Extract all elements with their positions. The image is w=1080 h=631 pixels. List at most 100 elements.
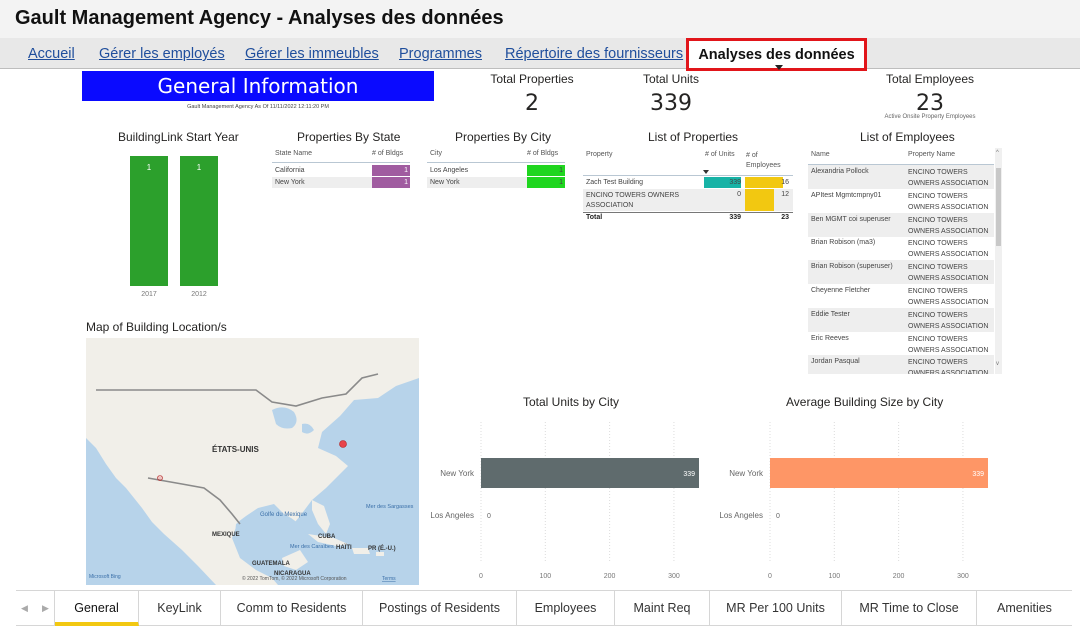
general-info-banner: General Information bbox=[82, 71, 434, 101]
property-name: Zach Test Building bbox=[586, 179, 644, 186]
employee-property: ENCINO TOWERS OWNERS ASSOCIATION bbox=[908, 264, 989, 283]
map-terms-link[interactable]: Terms bbox=[382, 576, 396, 582]
employees-scrollbar[interactable]: ^ v bbox=[995, 148, 1002, 374]
map-label-guatemala: GUATEMALA bbox=[252, 561, 291, 567]
avg-size-tick-label: 100 bbox=[828, 573, 840, 580]
tab-employees[interactable]: Employees bbox=[517, 591, 615, 626]
employee-property: ENCINO TOWERS OWNERS ASSOCIATION bbox=[908, 216, 989, 235]
units-by-city-chart: 0 100 200 300 New York 339 Los Angeles 0 bbox=[430, 422, 699, 580]
by-city-row-value: 1 bbox=[559, 179, 563, 186]
table-row[interactable]: ENCINO TOWERS OWNERS ASSOCIATION 0 12 bbox=[583, 189, 793, 211]
units-by-city-category-label: New York bbox=[440, 469, 475, 478]
map-label-usa: ÉTATS-UNIS bbox=[212, 445, 259, 454]
building-map[interactable]: ÉTATS-UNIS Golfe du Mexique MEXIQUE CUBA… bbox=[86, 338, 419, 585]
property-employees-bar bbox=[745, 177, 783, 188]
kpi-total-units-value: 339 bbox=[650, 91, 692, 116]
table-row[interactable]: Jordan Pasqual ENCINO TOWERS OWNERS ASSOC… bbox=[808, 355, 994, 374]
units-by-city-tick-label: 0 bbox=[479, 573, 483, 580]
by-state-title: Properties By State bbox=[297, 130, 401, 144]
employee-property: ENCINO TOWERS OWNERS ASSOCIATION bbox=[908, 335, 989, 354]
nav-accueil[interactable]: Accueil bbox=[28, 46, 75, 62]
table-row[interactable]: Eric Reeves ENCINO TOWERS OWNERS ASSOCIAT… bbox=[808, 332, 994, 356]
start-year-title: BuildingLink Start Year bbox=[118, 130, 239, 144]
tab-postings-of-residents[interactable]: Postings of Residents bbox=[363, 591, 517, 626]
table-row[interactable]: Cheyenne Fletcher ENCINO TOWERS OWNERS AS… bbox=[808, 284, 994, 308]
avg-size-category-label: New York bbox=[729, 469, 764, 478]
map-marker-new-york[interactable] bbox=[339, 440, 347, 448]
tab-prev-icon[interactable]: ◀ bbox=[21, 603, 28, 613]
tab-general[interactable]: General bbox=[55, 591, 139, 626]
kpi-total-employees-value: 23 bbox=[916, 91, 944, 116]
tab-next-icon[interactable]: ▶ bbox=[42, 603, 49, 613]
employees-table: Name Property Name Alexandria Pollock ENC… bbox=[808, 148, 1002, 374]
employee-name: Brian Robison (ma3) bbox=[811, 239, 876, 247]
avg-size-by-city-chart: 0 100 200 300 New York 339 Los Angeles 0 bbox=[719, 422, 988, 580]
avg-size-tick-label: 200 bbox=[893, 573, 905, 580]
kpi-total-employees-sub: Active Onsite Property Employees bbox=[884, 114, 976, 120]
nav-bar: Accueil Gérer les employés Gérer les imm… bbox=[0, 38, 1080, 71]
by-state-row-value: 1 bbox=[404, 179, 408, 186]
by-city-bar bbox=[527, 165, 565, 176]
units-by-city-bar[interactable] bbox=[481, 458, 699, 488]
scroll-up-icon[interactable]: ^ bbox=[996, 150, 999, 156]
table-row[interactable]: New York 1 bbox=[427, 177, 565, 188]
total-label: Total bbox=[586, 214, 603, 221]
start-year-tick-label: 2017 bbox=[141, 291, 157, 298]
tab-mr-per-100-units[interactable]: MR Per 100 Units bbox=[710, 591, 842, 626]
kpi-total-units-label: Total Units bbox=[642, 72, 700, 86]
tab-maint-req[interactable]: Maint Req bbox=[615, 591, 710, 626]
nav-analyses-label: Analyses des données bbox=[698, 47, 855, 63]
scroll-thumb[interactable] bbox=[996, 168, 1001, 246]
start-year-bar[interactable] bbox=[180, 156, 218, 286]
property-units: 0 bbox=[737, 191, 741, 198]
property-employees-bar bbox=[745, 189, 774, 211]
employee-name: Ben MGMT coi superuser bbox=[811, 215, 891, 223]
nav-analyses-active[interactable]: Analyses des données bbox=[686, 38, 867, 71]
property-name: ENCINO TOWERS OWNERS ASSOCIATION bbox=[586, 192, 680, 209]
avg-size-category-label: Los Angeles bbox=[719, 511, 763, 520]
table-row[interactable]: Brian Robison (superuser) ENCINO TOWERS O… bbox=[808, 260, 994, 285]
nav-immeubles[interactable]: Gérer les immeubles bbox=[245, 46, 379, 62]
sort-down-icon[interactable] bbox=[703, 170, 709, 174]
employee-property: ENCINO TOWERS OWNERS ASSOCIATION bbox=[908, 240, 989, 259]
property-employees: 16 bbox=[781, 179, 789, 186]
tab-mr-time-to-close[interactable]: MR Time to Close bbox=[842, 591, 977, 626]
table-row[interactable]: Alexandria Pollock ENCINO TOWERS OWNERS A… bbox=[808, 165, 994, 189]
table-row[interactable]: Ben MGMT coi superuser ENCINO TOWERS OWNE… bbox=[808, 212, 994, 237]
table-row[interactable]: Eddie Tester ENCINO TOWERS OWNERS ASSOCIA… bbox=[808, 307, 994, 332]
start-year-data-label: 1 bbox=[197, 163, 202, 172]
properties-header-employees: # of Employees bbox=[746, 152, 781, 169]
by-city-table: City # of Bldgs Los Angeles 1 New York 1 bbox=[427, 148, 567, 194]
employee-property: ENCINO TOWERS OWNERS ASSOCIATION bbox=[908, 311, 989, 330]
map-label-gulf: Golfe du Mexique bbox=[260, 512, 308, 518]
avg-size-bar[interactable] bbox=[770, 458, 988, 488]
by-city-header-count: # of Bldgs bbox=[527, 150, 559, 157]
tab-keylink[interactable]: KeyLink bbox=[139, 591, 221, 626]
tab-amenities[interactable]: Amenities bbox=[997, 601, 1052, 615]
nav-programmes[interactable]: Programmes bbox=[399, 46, 482, 62]
properties-table: Property # of Units # of Employees Zach … bbox=[583, 148, 793, 228]
scroll-down-icon[interactable]: v bbox=[996, 361, 999, 367]
table-row[interactable]: Zach Test Building 339 16 bbox=[583, 177, 793, 188]
map-marker-los-angeles[interactable] bbox=[157, 475, 163, 481]
start-year-tick-label: 2012 bbox=[191, 291, 207, 298]
tab-comm-to-residents[interactable]: Comm to Residents bbox=[221, 591, 363, 626]
table-row[interactable]: Brian Robison (ma3) ENCINO TOWERS OWNERS … bbox=[808, 236, 994, 260]
by-city-title: Properties By City bbox=[455, 130, 552, 144]
employee-property: ENCINO TOWERS OWNERS ASSOCIATION bbox=[908, 169, 989, 187]
employee-property: ENCINO TOWERS OWNERS ASSOCIATION bbox=[908, 359, 989, 374]
nav-fournisseurs[interactable]: Répertoire des fournisseurs bbox=[505, 46, 684, 62]
by-state-header-name: State Name bbox=[275, 150, 312, 157]
table-row[interactable]: Los Angeles 1 bbox=[427, 165, 565, 176]
employee-name: Alexandria Pollock bbox=[811, 168, 869, 175]
table-row[interactable]: California 1 bbox=[272, 165, 410, 176]
nav-employes[interactable]: Gérer les employés bbox=[99, 46, 225, 62]
table-row[interactable]: APItest Mgmtcmpny01 ENCINO TOWERS OWNERS … bbox=[808, 189, 994, 213]
units-by-city-tick-label: 100 bbox=[539, 573, 551, 580]
start-year-bar[interactable] bbox=[130, 156, 168, 286]
start-year-chart: 1 2017 1 2012 bbox=[130, 156, 218, 298]
employee-property: ENCINO TOWERS OWNERS ASSOCIATION bbox=[908, 192, 989, 211]
units-by-city-title: Total Units by City bbox=[523, 395, 620, 409]
table-row[interactable]: New York 1 bbox=[272, 177, 410, 188]
